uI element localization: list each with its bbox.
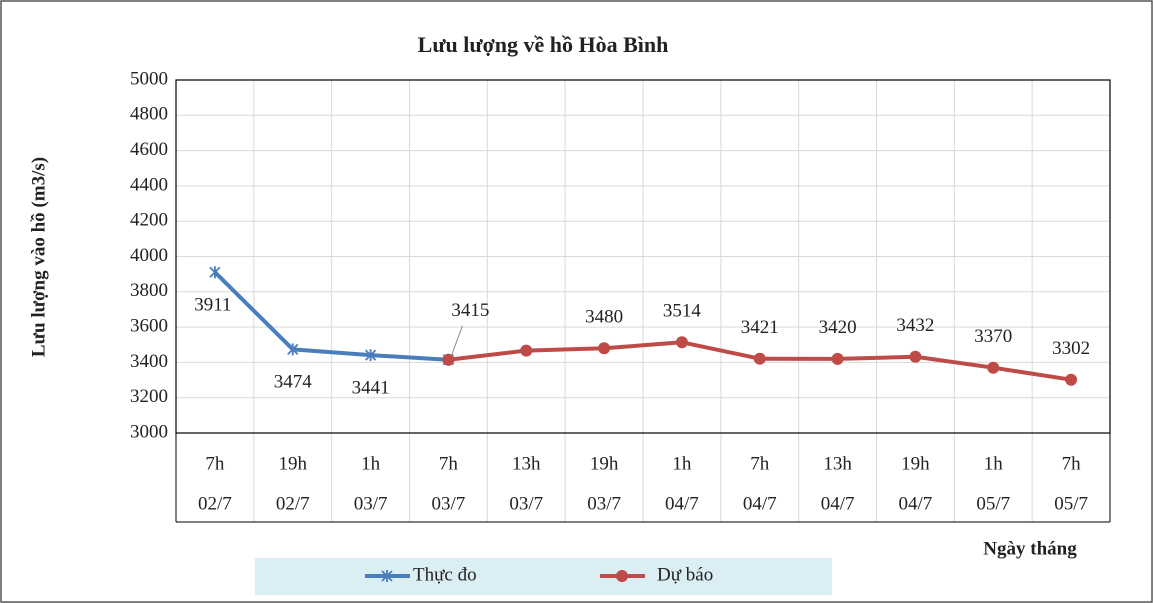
legend-label: Dự báo (657, 564, 713, 585)
data-label: 3432 (896, 315, 934, 336)
x-tick-label: 13h (823, 453, 852, 474)
legend-label: Thực đo (413, 564, 477, 585)
y-tick-label: 3800 (130, 280, 168, 301)
chart-title: Lưu lượng về hồ Hòa Bình (418, 32, 669, 57)
y-tick-label: 4600 (130, 139, 168, 160)
data-label: 3302 (1052, 338, 1090, 359)
x-tick-label: 7h (1062, 453, 1082, 474)
x-tick-label: 1h (984, 453, 1004, 474)
data-label: 3421 (741, 317, 779, 338)
y-tick-label: 3200 (130, 386, 168, 407)
data-label: 3474 (274, 372, 313, 393)
x-tick-label: 05/7 (976, 493, 1010, 514)
x-tick-label: 03/7 (354, 493, 388, 514)
x-tick-label: 03/7 (432, 493, 466, 514)
point (442, 353, 455, 366)
x-tick-label: 19h (901, 453, 930, 474)
point (209, 266, 221, 279)
data-label: 3514 (663, 301, 702, 322)
x-tick-label: 7h (439, 453, 459, 474)
point (1065, 373, 1078, 386)
x-tick-label: 19h (590, 453, 619, 474)
y-tick-label: 4200 (130, 210, 168, 231)
data-label: 3441 (352, 378, 390, 399)
y-tick-label: 4400 (130, 174, 168, 195)
y-tick-label: 4000 (130, 245, 168, 266)
y-tick-label: 3400 (130, 351, 168, 372)
point (520, 344, 533, 357)
point (753, 352, 766, 365)
point (909, 350, 922, 363)
data-label: 3911 (194, 295, 231, 316)
x-tick-label: 04/7 (821, 493, 855, 514)
x-tick-label: 04/7 (743, 493, 777, 514)
x-tick-label: 7h (205, 453, 225, 474)
x-tick-label: 03/7 (509, 493, 543, 514)
y-tick-label: 3600 (130, 315, 168, 336)
x-axis-label: Ngày tháng (983, 538, 1077, 559)
data-label: 3420 (819, 317, 857, 338)
y-tick-label: 4800 (130, 104, 168, 125)
point (675, 336, 688, 349)
x-tick-label: 1h (361, 453, 381, 474)
point (364, 349, 377, 362)
legend-marker (381, 570, 393, 582)
x-tick-label: 02/7 (198, 493, 232, 514)
point (598, 342, 611, 355)
point (987, 361, 1000, 374)
x-tick-label: 02/7 (276, 493, 310, 514)
legend-box (255, 558, 832, 595)
series-line (213, 270, 449, 362)
data-label: 3370 (974, 326, 1012, 347)
x-tick-label: 7h (750, 453, 770, 474)
point (287, 343, 299, 356)
y-tick-label: 3000 (130, 421, 168, 442)
leader-line (450, 325, 463, 356)
point (831, 352, 844, 365)
x-tick-label: 04/7 (665, 493, 699, 514)
y-tick-label: 5000 (130, 68, 168, 89)
x-tick-label: 03/7 (587, 493, 621, 514)
legend-marker (616, 570, 628, 582)
data-label: 3415 (451, 300, 489, 321)
y-axis-label: Lưu lượng vào hồ (m3/s) (28, 157, 49, 357)
x-tick-label: 04/7 (899, 493, 933, 514)
x-tick-label: 19h (279, 453, 308, 474)
x-tick-label: 13h (512, 453, 541, 474)
x-tick-label: 05/7 (1054, 493, 1088, 514)
x-tick-label: 1h (672, 453, 692, 474)
data-label: 3480 (585, 307, 623, 328)
